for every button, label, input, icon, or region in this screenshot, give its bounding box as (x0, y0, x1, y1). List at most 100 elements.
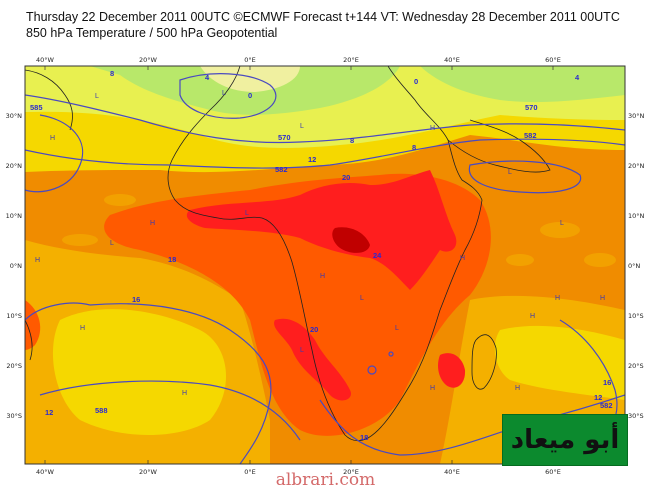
contour-label-8-mid: 8 (350, 136, 354, 145)
shading-yellow-se (494, 325, 625, 400)
low-marker: L (222, 90, 226, 97)
low-marker: L (395, 325, 399, 332)
low-marker: L (95, 93, 99, 100)
contour-label-12-se: 12 (594, 393, 602, 402)
lon-label: 40°E (444, 56, 460, 64)
temperature-field (25, 66, 625, 464)
contour-label-582: 582 (275, 165, 288, 174)
contour-label-570-east: 570 (525, 103, 538, 112)
lon-label: 60°E (545, 56, 561, 64)
map-title: Thursday 22 December 2011 00UTC ©ECMWF F… (26, 10, 620, 24)
low-marker: L (360, 295, 364, 302)
lon-label: 0°E (244, 56, 256, 64)
south-america-coast (25, 319, 33, 361)
contour-label-8-east: 8 (412, 143, 416, 152)
contour-small-loop (367, 365, 377, 375)
low-marker: L (300, 347, 304, 354)
contour-label-585: 585 (30, 103, 43, 112)
lat-label: 0°N (10, 262, 22, 270)
lat-label: 20°S (6, 362, 22, 370)
lat-label: 20°N (628, 162, 645, 170)
madagascar-coast (471, 334, 497, 390)
pressure-markers: L L L L L L L L L L H H H H H H H H H H … (35, 90, 605, 397)
high-marker: H (460, 255, 465, 262)
contour-576-southwest (89, 303, 272, 464)
contour-label-20: 20 (342, 173, 350, 182)
high-marker: H (182, 390, 187, 397)
lat-label: 0°N (628, 262, 640, 270)
contour-label-0-west: 0 (248, 91, 252, 100)
low-marker: L (508, 169, 512, 176)
contour-se (319, 394, 625, 456)
shading-yellow-sw (52, 309, 227, 435)
lon-label: 0°E (244, 468, 256, 476)
contour-label-12-sw: 12 (45, 408, 53, 417)
contour-label-12: 12 (308, 155, 316, 164)
contour-label-18: 18 (168, 255, 176, 264)
longitude-labels-top: 40°W 20°W 0°E 20°E 40°E 60°E (36, 56, 561, 64)
contour-570 (25, 94, 625, 144)
contour-label-4: 4 (205, 73, 210, 82)
shading-red-africa (186, 170, 457, 290)
lat-label: 10°S (628, 312, 644, 320)
logo-badge: أبو ميعاد (502, 414, 628, 466)
lon-label: 60°E (545, 468, 561, 476)
lat-label: 30°N (6, 112, 23, 120)
watermark: albrari.com (275, 470, 376, 490)
low-marker: L (245, 210, 249, 217)
lon-label: 20°E (343, 56, 359, 64)
lon-label: 20°E (343, 468, 359, 476)
map-border (24, 65, 626, 465)
contour-label-582-se: 582 (600, 401, 613, 410)
high-marker: H (530, 313, 535, 320)
contour-582 (25, 138, 625, 169)
contour-label-24: 24 (373, 251, 382, 260)
lat-label: 10°S (6, 312, 22, 320)
lat-label: 30°S (628, 412, 644, 420)
high-marker: H (50, 135, 55, 142)
shading-orangered-w (25, 300, 41, 350)
high-marker: H (555, 295, 560, 302)
shading-green-ne (420, 66, 625, 103)
lat-label: 10°N (628, 212, 645, 220)
lat-label: 30°N (628, 112, 645, 120)
west-coast-fragment (25, 69, 73, 131)
high-marker: H (515, 385, 520, 392)
logo-text: أبو ميعاد (510, 425, 620, 455)
lat-label: 30°S (6, 412, 22, 420)
contour-arabia-loop (468, 160, 582, 194)
contour-label-570: 570 (278, 133, 291, 142)
high-marker: H (150, 220, 155, 227)
shading-red-south (274, 318, 351, 401)
contour-label-16: 16 (132, 295, 140, 304)
contour-label-16-se: 16 (603, 378, 611, 387)
low-marker: L (300, 123, 304, 130)
lon-label: 40°W (36, 468, 55, 476)
high-marker: H (35, 257, 40, 264)
high-marker: H (80, 325, 85, 332)
axis-ticks (44, 66, 554, 464)
africa-coast (167, 66, 483, 442)
contour-label-582-east: 582 (524, 131, 537, 140)
shading-pale-north (200, 66, 300, 92)
shading-texture (62, 194, 616, 285)
contour-west-loop (25, 114, 84, 193)
geopotential-contours (25, 73, 625, 464)
shading-darkred-core (332, 227, 370, 253)
high-marker: H (430, 125, 435, 132)
contour-north-low (179, 73, 277, 119)
contour-label-18-south: 18 (360, 433, 368, 442)
shading-red-madagascar (438, 353, 466, 388)
latitude-labels-right: 30°N 20°N 10°N 0°N 10°S 20°S 30°S (628, 112, 645, 420)
latitude-labels-left: 30°N 20°N 10°N 0°N 10°S 20°S 30°S (6, 112, 23, 420)
high-marker: H (600, 295, 605, 302)
lat-label: 10°N (6, 212, 23, 220)
low-marker: L (560, 220, 564, 227)
contour-dot (388, 351, 394, 357)
contour-label-588: 588 (95, 406, 108, 415)
coastlines (25, 66, 551, 442)
lon-label: 40°W (36, 56, 55, 64)
contour-label-8: 8 (110, 69, 114, 78)
lon-label: 20°W (139, 468, 158, 476)
contour-16-west (25, 302, 91, 321)
